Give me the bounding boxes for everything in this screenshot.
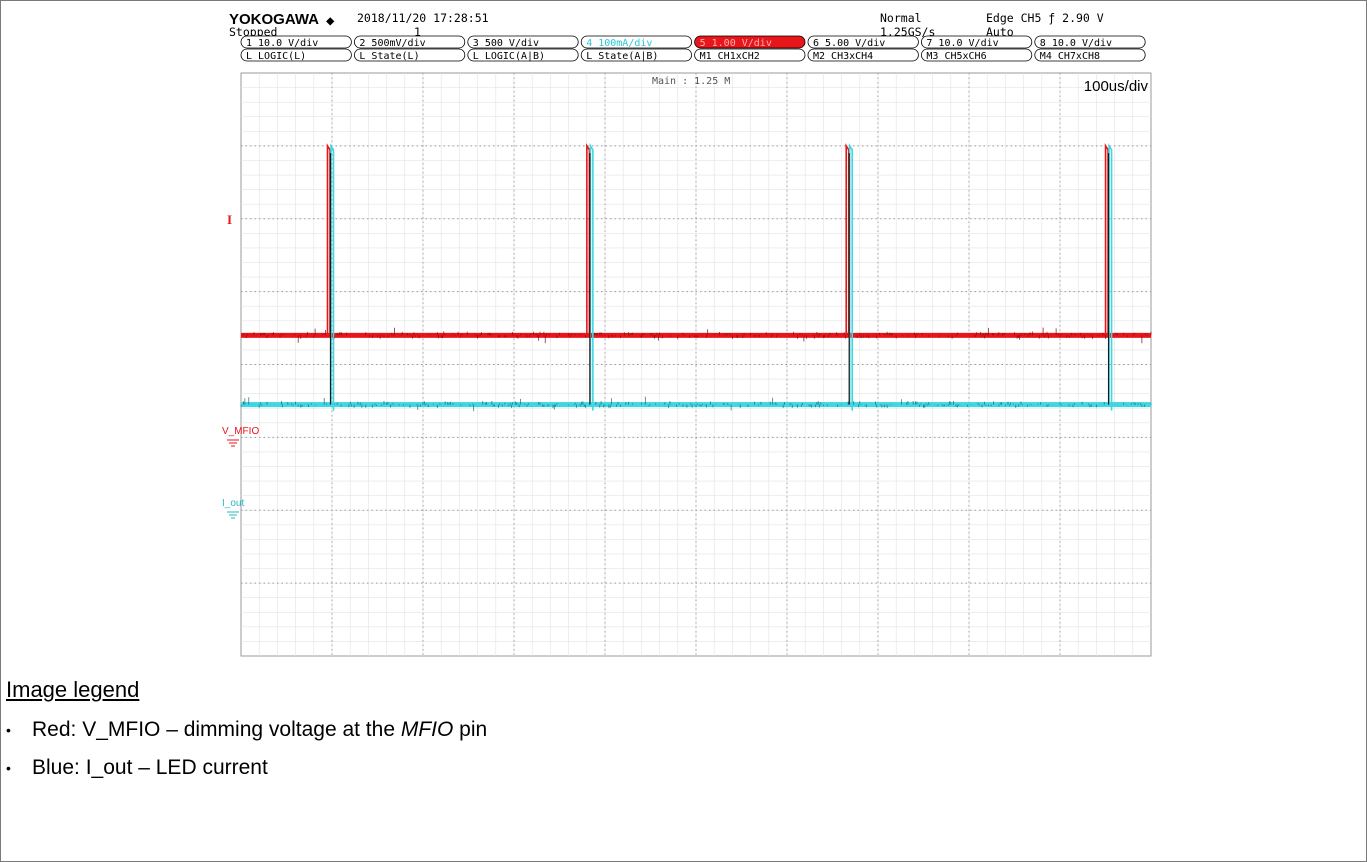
oscilloscope-screen: YOKOGAWA ◆ 2018/11/20 17:28:51 Stopped 1… [222,11,1152,657]
function-label-4-box [580,48,693,62]
trace-marker-i-out: I_out [222,498,244,509]
channel-label-5: 5 1.00 V/div [700,38,772,49]
function-label-6: M2 CH3xCH4 [813,51,873,62]
image-legend: Image legend • Red: V_MFIO – dimming vol… [6,677,1356,787]
function-label-8-box [1034,48,1146,62]
bullet: • [6,722,11,738]
diamond-icon: ◆ [326,13,335,29]
brand-logo: YOKOGAWA [229,11,319,28]
acq-mode: Normal [880,11,922,25]
legend-item-i-out: • Blue: I_out – LED current [6,749,1356,787]
trace-marker-i: I [227,212,232,227]
datetime: 2018/11/20 17:28:51 [357,11,489,25]
acquisition-status: Stopped [229,25,277,39]
function-label-2-box [353,48,466,62]
legend-text: Red: V_MFIO – dimming voltage at the [32,718,401,741]
timebase-label: 100us/div [1084,78,1149,95]
legend-text-end: pin [453,718,488,741]
function-label-3: L LOGIC(A|B) [473,51,545,62]
channel-label-4-box [580,35,693,49]
trace-marker-v-mfio: V_MFIO [222,426,259,437]
bullet: • [6,760,11,776]
channel-label-7: 7 10.0 V/div [926,38,998,49]
ground-icon-v [227,439,239,447]
function-label-1: L LOGIC(L) [246,51,306,62]
ground-icon-i [227,511,239,519]
channel-label-6: 6 5.00 V/div [813,38,885,49]
main-record-label: Main : 1.25 M [652,76,730,87]
trace-band [241,402,1151,408]
legend-item-v-mfio: • Red: V_MFIO – dimming voltage at the M… [6,711,1356,749]
function-label-4: L State(A|B) [586,51,658,62]
function-label-7-box [921,48,1033,62]
function-label-2: L State(L) [359,51,419,62]
channel-label-3-box [467,35,579,49]
function-label-6-box [807,48,919,62]
sample-rate: 1.25GS/s [880,25,935,39]
function-label-1-box [240,48,352,62]
channel-label-5-box [694,35,806,49]
channel-label-1-box [240,35,352,49]
acquisition-count: 1 [414,25,421,39]
function-label-5: M1 CH1xCH2 [700,51,760,62]
function-label-7: M3 CH5xCH6 [926,51,986,62]
channel-label-1: 1 10.0 V/div [246,38,318,49]
legend-text: Blue: I_out – LED current [32,756,268,779]
legend-pin-name: MFIO [400,718,454,741]
channel-label-8-box [1034,35,1146,49]
channel-label-2-box [353,35,466,49]
channel-label-3: 3 500 V/div [473,38,539,49]
function-label-8: M4 CH7xCH8 [1040,51,1100,62]
function-label-5-box [694,48,806,62]
channel-label-4: 4 100mA/div [586,38,652,49]
channel-label-8: 8 10.0 V/div [1040,38,1112,49]
trigger-mode: Auto [986,25,1014,39]
legend-title: Image legend [6,677,140,702]
trigger-setting: Edge CH5 ƒ 2.90 V [986,11,1104,25]
channel-label-7-box [921,35,1033,49]
function-label-3-box [467,48,579,62]
channel-label-6-box [807,35,919,49]
channel-label-2: 2 500mV/div [359,38,425,49]
